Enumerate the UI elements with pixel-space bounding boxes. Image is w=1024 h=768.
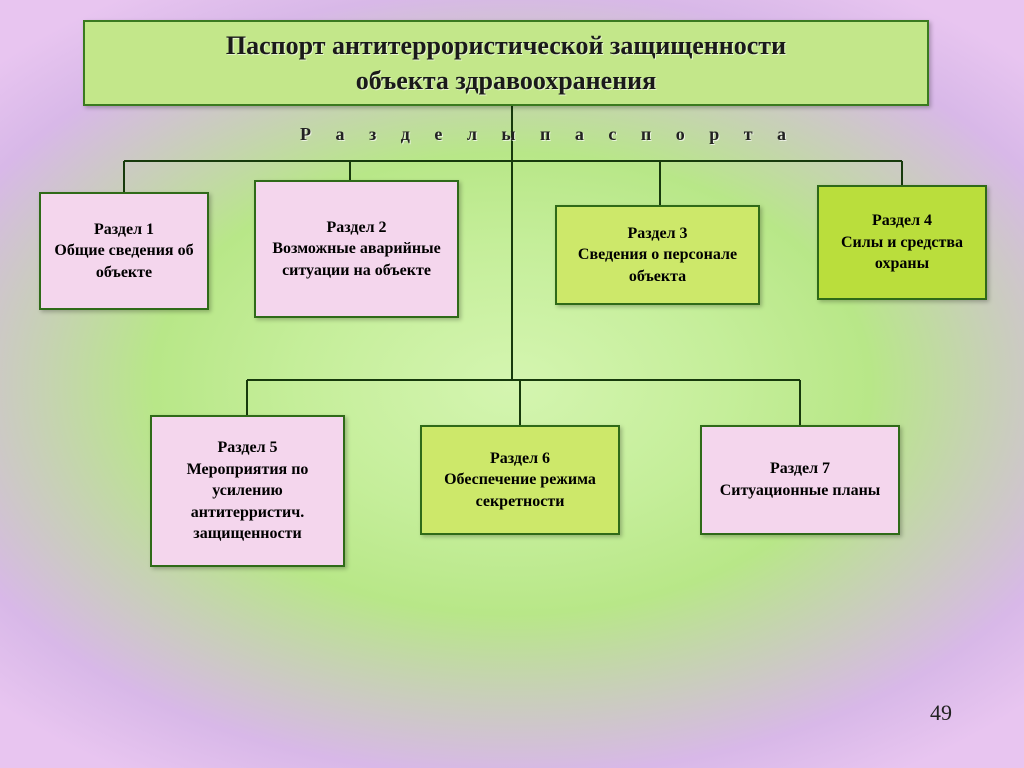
section-box-s4: Раздел 4Силы и средства охраны [817, 185, 987, 300]
section-title: Раздел 1 [94, 219, 154, 241]
section-box-s5: Раздел 5Мероприятия по усилению антитерр… [150, 415, 345, 567]
section-title: Раздел 6 [490, 448, 550, 470]
title-line1: Паспорт антитеррористической защищенност… [226, 28, 786, 63]
section-box-s7: Раздел 7Ситуационные планы [700, 425, 900, 535]
section-box-s1: Раздел 1Общие сведения об объекте [39, 192, 209, 310]
background-gradient [0, 0, 1024, 768]
section-body: Возможные аварийные ситуации на объекте [266, 238, 447, 281]
section-body: Сведения о персонале объекта [567, 244, 748, 287]
section-body: Ситуационные планы [720, 480, 881, 502]
sections-header-text: Р а з д е л ы п а с п о р т а [300, 124, 796, 144]
section-body: Общие сведения об объекте [51, 240, 197, 283]
section-body: Силы и средства охраны [829, 232, 975, 275]
page-number: 49 [930, 700, 952, 726]
section-body: Обеспечение режима секретности [432, 469, 608, 512]
section-title: Раздел 4 [872, 210, 932, 232]
section-box-s2: Раздел 2Возможные аварийные ситуации на … [254, 180, 459, 318]
section-title: Раздел 5 [217, 437, 277, 459]
section-box-s3: Раздел 3Сведения о персонале объекта [555, 205, 760, 305]
section-body: Мероприятия по усилению антитерристич. з… [162, 459, 333, 545]
section-title: Раздел 2 [326, 217, 386, 239]
page-number-value: 49 [930, 700, 952, 725]
title-box: Паспорт антитеррористической защищенност… [83, 20, 929, 106]
title-line2: объекта здравоохранения [356, 63, 656, 98]
section-title: Раздел 3 [627, 223, 687, 245]
section-box-s6: Раздел 6Обеспечение режима секретности [420, 425, 620, 535]
section-title: Раздел 7 [770, 458, 830, 480]
sections-header: Р а з д е л ы п а с п о р т а [300, 124, 796, 145]
